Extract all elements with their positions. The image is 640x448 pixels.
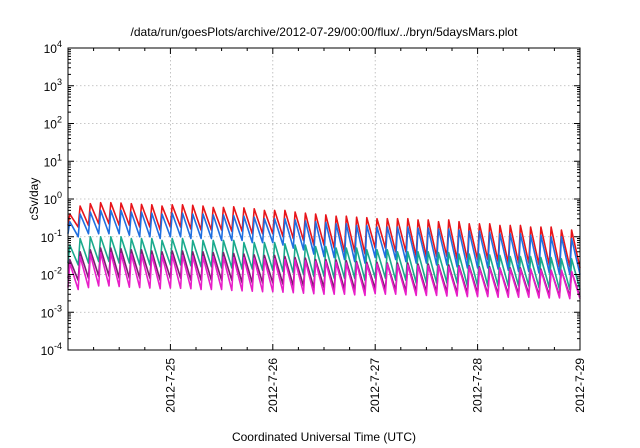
y-tick-exponent: 3 <box>57 77 62 87</box>
y-tick-base: 10 <box>44 155 58 169</box>
y-tick-label: 100 <box>44 190 62 207</box>
x-tick-label: 2012-7-28 <box>471 358 485 413</box>
y-tick-exponent: -2 <box>54 266 62 276</box>
chart-title: /data/run/goesPlots/archive/2012-07-29/0… <box>131 25 519 39</box>
y-tick-exponent: -3 <box>54 303 62 313</box>
y-tick-exponent: -4 <box>54 341 62 351</box>
y-tick-base: 10 <box>41 231 55 245</box>
y-tick-label: 101 <box>44 152 62 169</box>
x-axis-label: Coordinated Universal Time (UTC) <box>232 430 416 444</box>
y-tick-base: 10 <box>44 42 58 56</box>
y-tick-base: 10 <box>41 306 55 320</box>
x-tick-labels: 2012-7-25 2012-7-26 2012-7-27 2012-7-28 2012… <box>163 358 587 413</box>
y-tick-exponent: 1 <box>57 152 62 162</box>
y-tick-label: 10-1 <box>41 228 62 245</box>
y-tick-base: 10 <box>41 344 55 358</box>
y-tick-label: 10-2 <box>41 266 62 283</box>
y-tick-label: 103 <box>44 77 62 94</box>
series-line-5 <box>67 251 581 300</box>
y-tick-label: 102 <box>44 115 62 132</box>
y-tick-label: 10-3 <box>41 303 62 320</box>
y-tick-base: 10 <box>41 269 55 283</box>
x-tick-label: 2012-7-25 <box>163 358 177 413</box>
series-group <box>67 201 581 300</box>
y-tick-base: 10 <box>44 80 58 94</box>
x-tick-label: 2012-7-29 <box>573 358 587 413</box>
y-tick-exponent: -1 <box>54 228 62 238</box>
y-tick-exponent: 0 <box>57 190 62 200</box>
x-tick-label: 2012-7-27 <box>368 358 382 413</box>
grid <box>68 48 580 350</box>
y-tick-label: 10-4 <box>41 341 62 358</box>
series-line-2 <box>67 209 581 276</box>
y-tick-base: 10 <box>44 193 58 207</box>
y-tick-label: 104 <box>44 39 62 56</box>
y-tick-base: 10 <box>44 118 58 132</box>
axis-ticks <box>68 47 581 351</box>
y-tick-exponent: 4 <box>57 39 62 49</box>
y-axis-label: cSv/day <box>27 178 41 221</box>
x-tick-label: 2012-7-26 <box>266 358 280 413</box>
y-tick-exponent: 2 <box>57 115 62 125</box>
series-line-1 <box>67 201 581 269</box>
